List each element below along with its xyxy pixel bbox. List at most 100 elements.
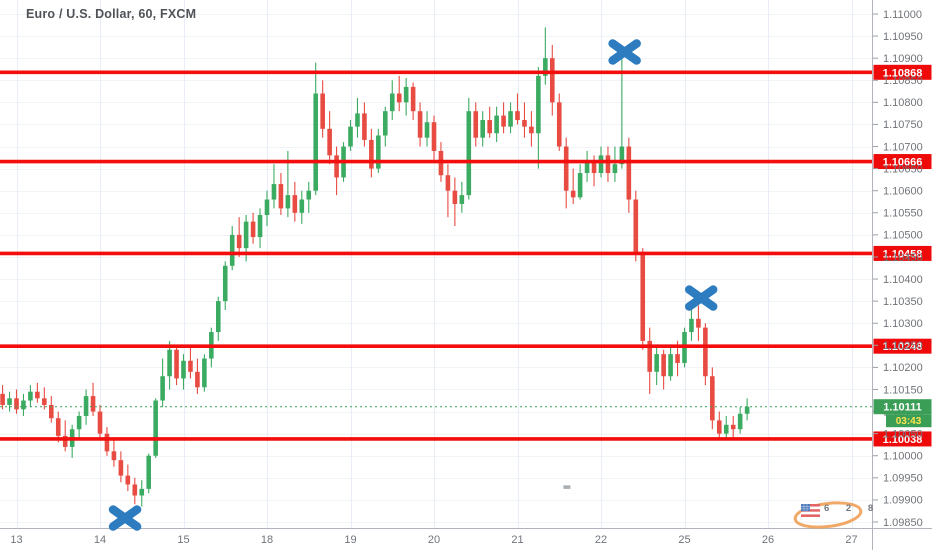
candle: [668, 345, 673, 381]
level-price-label-bg: [873, 338, 932, 354]
candle: [501, 102, 506, 134]
x-mark-stroke: [684, 285, 718, 311]
candle-body: [452, 190, 458, 204]
candle-body: [21, 400, 26, 410]
candle-body: [76, 415, 82, 430]
candle: [549, 44, 555, 116]
candle: [473, 102, 479, 147]
candle: [730, 415, 736, 441]
candle: [487, 106, 492, 138]
candle-body: [376, 135, 381, 169]
candle: [355, 97, 360, 138]
candle-body: [570, 190, 576, 198]
candle: [320, 80, 325, 138]
candle-body: [174, 349, 179, 379]
time-axis[interactable]: 13 14 15 18 19 20 21 22 25 26 27: [10, 534, 857, 546]
price-tick-label: 1.09950: [883, 473, 923, 485]
candle-body: [243, 221, 249, 249]
candle: [278, 173, 284, 215]
candle: [612, 146, 618, 182]
candle-body: [306, 190, 312, 200]
candle: [264, 190, 270, 227]
candle: [403, 78, 409, 116]
x-mark-stroke: [608, 39, 641, 65]
candle-body: [327, 128, 332, 156]
candle-body: [744, 406, 750, 414]
candle-body: [369, 139, 374, 169]
candle: [376, 128, 381, 174]
candle-body: [612, 164, 618, 174]
candle: [710, 367, 715, 430]
price-tick-label: 1.10400: [883, 274, 923, 286]
small-dash-mark[interactable]: [563, 485, 571, 489]
candle-body: [522, 120, 527, 127]
price-tick-label: 1.11000: [883, 9, 922, 21]
candle: [153, 398, 158, 458]
candle-body: [668, 354, 673, 377]
level-price-label-text: 1.10458: [883, 248, 923, 260]
price-tick-label: 1.10450: [883, 252, 923, 264]
x-cross-mark[interactable]: [608, 39, 641, 65]
candle-body: [723, 424, 729, 434]
candle: [146, 453, 152, 494]
candle-body: [55, 418, 61, 436]
price-tick-label: 1.10000: [883, 451, 923, 463]
candle-body: [271, 184, 277, 200]
candle: [494, 106, 499, 143]
candle-body: [188, 360, 193, 372]
candle-body: [626, 146, 632, 200]
candle-body: [104, 433, 110, 452]
candle-body: [696, 318, 701, 328]
level-price-label[interactable]: 1.10868: [873, 64, 932, 80]
x-mark-stroke: [108, 505, 142, 531]
level-price-label-text: 1.10868: [883, 67, 923, 79]
candle: [181, 354, 186, 390]
level-price-label[interactable]: 1.10666: [873, 154, 932, 170]
candle-body: [125, 475, 131, 485]
level-price-label[interactable]: 1.10038: [873, 431, 932, 447]
candle: [619, 49, 625, 169]
candle: [466, 97, 472, 200]
x-cross-mark[interactable]: [108, 505, 142, 531]
candle: [737, 407, 743, 434]
candle: [229, 226, 235, 271]
grid: [0, 0, 873, 529]
candle-body: [515, 111, 520, 121]
time-tick-label: 13: [10, 534, 22, 546]
time-tick-label: 20: [428, 534, 440, 546]
level-lines: 1.10868 1.10666 1.10458 1.10248 1.10038: [0, 64, 932, 447]
watermark-text: 6 2 8: [824, 503, 880, 514]
flag-stripe: [801, 509, 820, 512]
candle-body: [181, 360, 186, 379]
candle: [584, 150, 590, 182]
x-cross-mark[interactable]: [684, 285, 718, 311]
candle: [160, 358, 165, 408]
candle-body: [480, 120, 486, 138]
candle-body: [362, 113, 367, 140]
current-price-label-text: 1.10111: [883, 402, 922, 414]
candle-body: [396, 93, 402, 103]
candle: [536, 67, 541, 169]
candle-body: [28, 391, 33, 401]
candle: [431, 115, 437, 160]
candle-body: [417, 111, 423, 138]
candle: [417, 102, 423, 147]
watermark-flag-icon: [801, 504, 820, 517]
price-axis[interactable]: 1.11000 1.10950 1.10900 1.10850 1.10800 1.107…: [873, 9, 923, 529]
candle-body: [633, 199, 639, 253]
candle: [640, 248, 646, 350]
candle-body: [543, 58, 548, 76]
candle: [292, 181, 298, 222]
candle-body: [703, 327, 708, 377]
candle-body: [0, 393, 5, 405]
candle: [543, 27, 548, 85]
candle-body: [389, 93, 395, 112]
candle-body: [403, 86, 409, 103]
level-price-label[interactable]: 1.10248: [873, 338, 932, 354]
level-price-label[interactable]: 1.10458: [873, 245, 932, 261]
candle: [508, 102, 513, 134]
candle: [723, 415, 729, 439]
candle: [215, 296, 221, 341]
candle-body: [264, 199, 270, 215]
